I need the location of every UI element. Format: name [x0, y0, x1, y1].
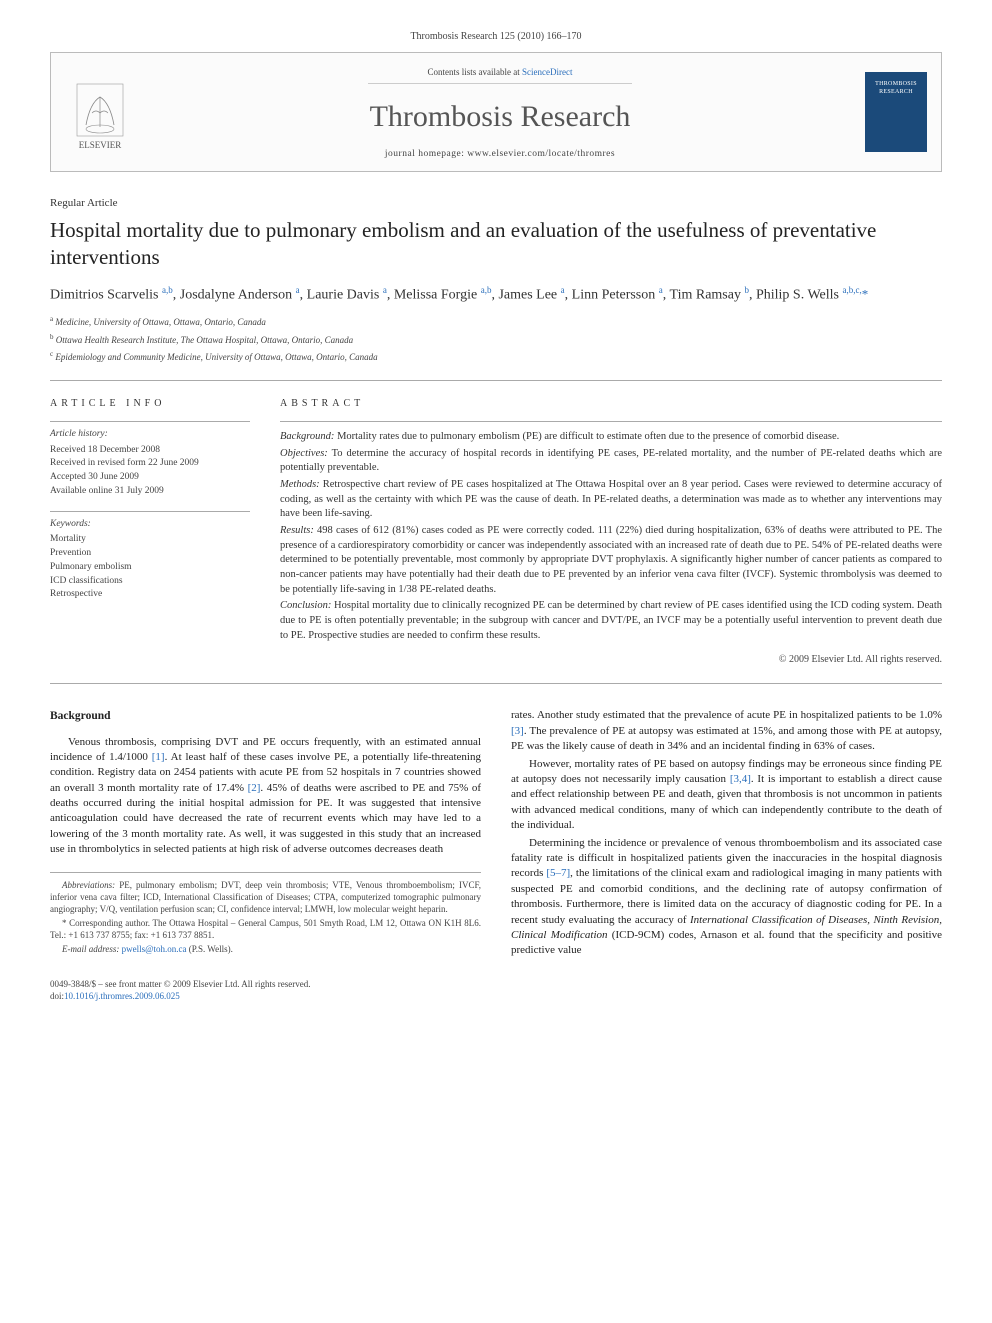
- article-info-head: ARTICLE INFO: [50, 397, 250, 411]
- publisher-logo: ELSEVIER: [65, 72, 135, 152]
- masthead-banner: ELSEVIER Contents lists available at Sci…: [50, 52, 942, 172]
- abstract-column: ABSTRACT Background: Mortality rates due…: [280, 397, 942, 668]
- journal-homepage: journal homepage: www.elsevier.com/locat…: [135, 148, 865, 161]
- keyword: Retrospective: [50, 588, 250, 602]
- history-line: Accepted 30 June 2009: [50, 471, 250, 485]
- abstract-head: ABSTRACT: [280, 397, 942, 411]
- journal-reference: Thrombosis Research 125 (2010) 166–170: [50, 30, 942, 44]
- publisher-name: ELSEVIER: [79, 139, 122, 152]
- abstract-copyright: © 2009 Elsevier Ltd. All rights reserved…: [280, 653, 942, 667]
- abstract-paragraph: Results: 498 cases of 612 (81%) cases co…: [280, 524, 942, 597]
- doi-link[interactable]: 10.1016/j.thromres.2009.06.025: [64, 991, 180, 1001]
- keyword: ICD classifications: [50, 575, 250, 589]
- footnotes-block: Abbreviations: PE, pulmonary embolism; D…: [50, 872, 481, 956]
- history-line: Received in revised form 22 June 2009: [50, 457, 250, 471]
- affiliation: a Medicine, University of Ottawa, Ottawa…: [50, 315, 942, 329]
- article-title: Hospital mortality due to pulmonary embo…: [50, 217, 942, 270]
- body-paragraph: rates. Another study estimated that the …: [511, 708, 942, 754]
- affiliation: b Ottawa Health Research Institute, The …: [50, 333, 942, 347]
- keyword: Pulmonary embolism: [50, 561, 250, 575]
- journal-title: Thrombosis Research: [135, 96, 865, 138]
- history-line: Received 18 December 2008: [50, 444, 250, 458]
- body-text: Background Venous thrombosis, comprising…: [50, 708, 942, 959]
- history-line: Available online 31 July 2009: [50, 485, 250, 499]
- keywords-block: Keywords: MortalityPreventionPulmonary e…: [50, 511, 250, 603]
- sciencedirect-link[interactable]: ScienceDirect: [522, 67, 572, 77]
- corr-email-link[interactable]: pwells@toh.on.ca: [122, 944, 187, 954]
- abstract-paragraph: Background: Mortality rates due to pulmo…: [280, 430, 942, 445]
- article-type: Regular Article: [50, 196, 942, 211]
- keyword: Prevention: [50, 547, 250, 561]
- doi-footer: 0049-3848/$ – see front matter © 2009 El…: [50, 979, 942, 1002]
- article-info-column: ARTICLE INFO Article history: Received 1…: [50, 397, 250, 668]
- divider: [50, 683, 942, 684]
- section-heading-background: Background: [50, 708, 481, 724]
- body-paragraph: Determining the incidence or prevalence …: [511, 836, 942, 959]
- author-list: Dimitrios Scarvelis a,b, Josdalyne Ander…: [50, 284, 942, 305]
- body-paragraph: Venous thrombosis, comprising DVT and PE…: [50, 735, 481, 858]
- contents-available: Contents lists available at ScienceDirec…: [368, 66, 633, 84]
- body-paragraph: However, mortality rates of PE based on …: [511, 757, 942, 834]
- abstract-paragraph: Conclusion: Hospital mortality due to cl…: [280, 599, 942, 643]
- article-history: Article history: Received 18 December 20…: [50, 421, 250, 499]
- abstract-paragraph: Methods: Retrospective chart review of P…: [280, 478, 942, 522]
- keyword: Mortality: [50, 533, 250, 547]
- journal-cover-thumb: THROMBOSIS RESEARCH: [865, 72, 927, 152]
- divider: [50, 380, 942, 381]
- abstract-paragraph: Objectives: To determine the accuracy of…: [280, 447, 942, 476]
- affiliation: c Epidemiology and Community Medicine, U…: [50, 350, 942, 364]
